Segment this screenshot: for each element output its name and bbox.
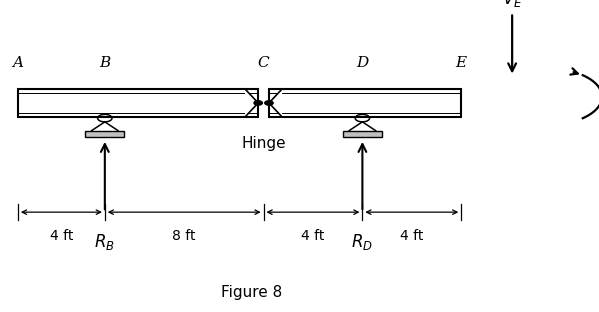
Text: 4 ft: 4 ft bbox=[400, 229, 423, 243]
Text: 4 ft: 4 ft bbox=[50, 229, 73, 243]
Bar bbox=[343, 131, 382, 138]
Text: Figure 8: Figure 8 bbox=[221, 285, 282, 300]
Text: D: D bbox=[356, 56, 368, 70]
Text: A: A bbox=[13, 56, 23, 70]
Text: $R_B$: $R_B$ bbox=[95, 232, 115, 252]
Polygon shape bbox=[269, 89, 282, 117]
Polygon shape bbox=[245, 89, 258, 117]
Circle shape bbox=[265, 101, 273, 105]
Text: $R_D$: $R_D$ bbox=[352, 232, 373, 252]
Text: C: C bbox=[258, 56, 270, 70]
Circle shape bbox=[254, 101, 262, 105]
Text: E: E bbox=[456, 56, 467, 70]
Text: B: B bbox=[99, 56, 110, 70]
Text: Hinge: Hinge bbox=[241, 136, 286, 151]
Text: $V_E$: $V_E$ bbox=[502, 0, 522, 9]
Bar bbox=[18, 89, 258, 117]
Bar bbox=[269, 89, 461, 117]
Bar bbox=[85, 131, 125, 138]
Text: 8 ft: 8 ft bbox=[173, 229, 196, 243]
Text: 4 ft: 4 ft bbox=[301, 229, 325, 243]
